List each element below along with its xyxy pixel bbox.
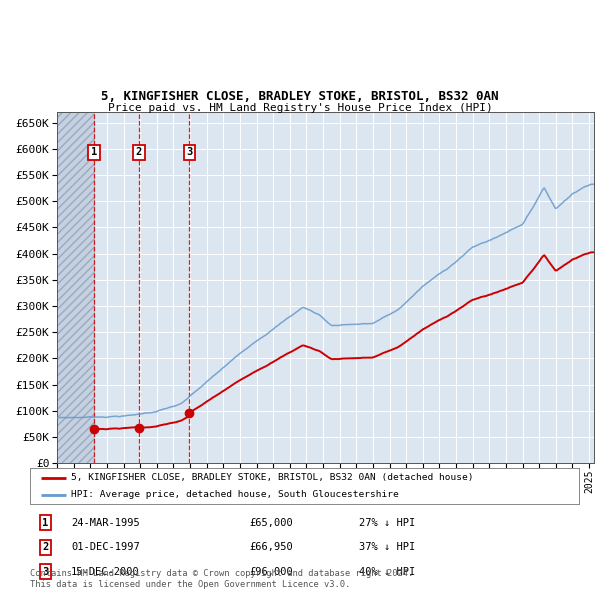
Text: 40% ↓ HPI: 40% ↓ HPI xyxy=(359,566,416,576)
Text: £66,950: £66,950 xyxy=(250,542,293,552)
Text: 24-MAR-1995: 24-MAR-1995 xyxy=(71,518,140,528)
Text: 1: 1 xyxy=(91,148,97,158)
Text: 37% ↓ HPI: 37% ↓ HPI xyxy=(359,542,416,552)
Text: 3: 3 xyxy=(42,566,49,576)
Text: 3: 3 xyxy=(186,148,193,158)
Text: 1: 1 xyxy=(42,518,49,528)
Text: 01-DEC-1997: 01-DEC-1997 xyxy=(71,542,140,552)
Text: 2: 2 xyxy=(136,148,142,158)
Text: 5, KINGFISHER CLOSE, BRADLEY STOKE, BRISTOL, BS32 0AN (detached house): 5, KINGFISHER CLOSE, BRADLEY STOKE, BRIS… xyxy=(71,473,473,482)
Text: 5, KINGFISHER CLOSE, BRADLEY STOKE, BRISTOL, BS32 0AN: 5, KINGFISHER CLOSE, BRADLEY STOKE, BRIS… xyxy=(101,90,499,103)
Text: 2: 2 xyxy=(42,542,49,552)
Text: 15-DEC-2000: 15-DEC-2000 xyxy=(71,566,140,576)
Text: Contains HM Land Registry data © Crown copyright and database right 2024.
This d: Contains HM Land Registry data © Crown c… xyxy=(30,569,413,589)
Text: £96,000: £96,000 xyxy=(250,566,293,576)
Text: 27% ↓ HPI: 27% ↓ HPI xyxy=(359,518,416,528)
Text: £65,000: £65,000 xyxy=(250,518,293,528)
Text: HPI: Average price, detached house, South Gloucestershire: HPI: Average price, detached house, Sout… xyxy=(71,490,399,499)
Text: Price paid vs. HM Land Registry's House Price Index (HPI): Price paid vs. HM Land Registry's House … xyxy=(107,103,493,113)
